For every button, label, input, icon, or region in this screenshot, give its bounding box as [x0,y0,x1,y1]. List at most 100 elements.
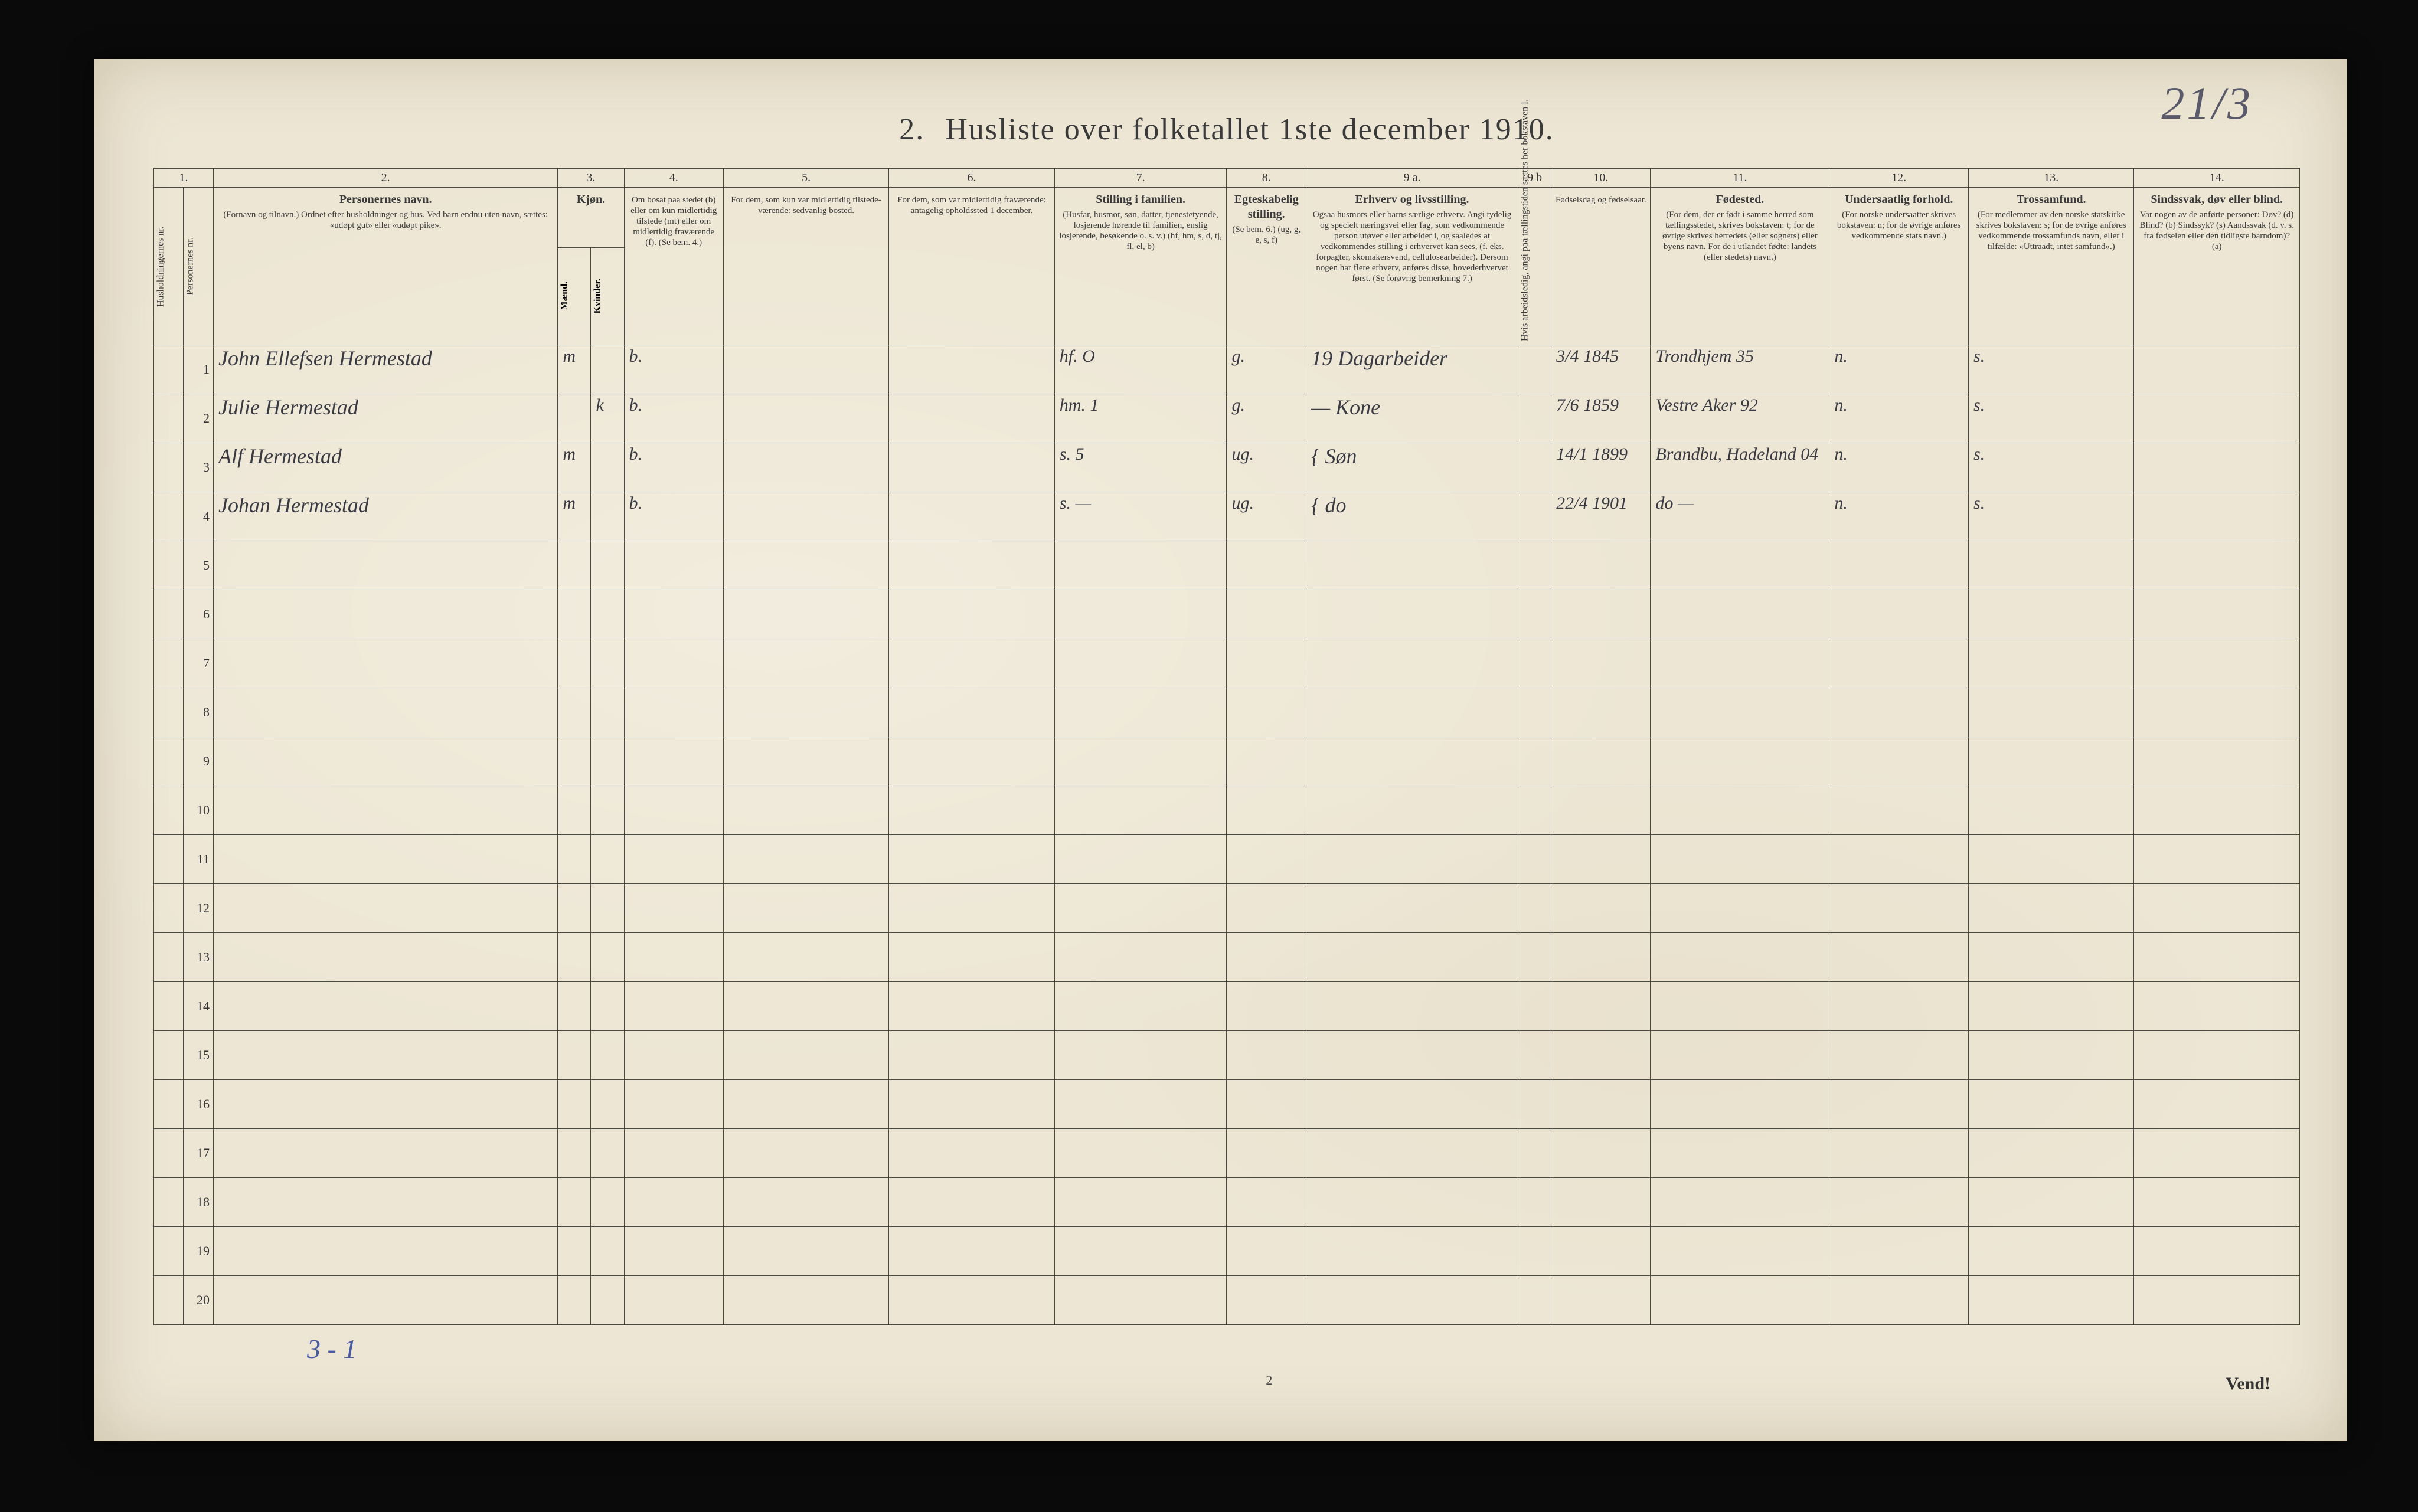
hdr-trossamfund: Trossamfund. (For medlemmer av den norsk… [1968,188,2133,345]
hdr-navn-sub: (Fornavn og tilnavn.) Ordnet efter husho… [217,210,554,231]
cell-empty [558,982,591,1031]
colnum-5: 5. [723,169,888,188]
cell-empty [558,541,591,590]
cell-empty [1306,1276,1518,1325]
cell-empty [1518,1227,1551,1276]
cell-empty [1227,737,1306,786]
cell-row-number: 16 [184,1080,213,1129]
cell-empty [1551,590,1651,639]
cell-stilling-familie: s. 5 [1054,443,1227,492]
cell-empty [1829,1227,1969,1276]
cell-empty [1551,982,1651,1031]
cell-empty [624,1129,723,1178]
cell-empty [889,933,1054,982]
cell-empty [1829,737,1969,786]
handwritten-annotation-bottom: 3 - 1 [307,1333,357,1364]
cell-empty [1518,639,1551,688]
cell-sex-k [591,492,624,541]
cell-empty [1306,835,1518,884]
cell-row-number [154,1276,184,1325]
cell-undersaatlig: n. [1829,394,1969,443]
cell-empty [1227,639,1306,688]
cell-sindssvak [2134,394,2300,443]
cell-row-number: 1 [184,345,213,394]
cell-empty [1968,639,2133,688]
table-row: 11 [154,835,2300,884]
cell-row-number: 4 [184,492,213,541]
cell-empty [1551,1031,1651,1080]
cell-row-number: 9 [184,737,213,786]
cell-empty [558,1129,591,1178]
cell-empty [1829,688,1969,737]
cell-empty [889,835,1054,884]
colnum-7: 7. [1054,169,1227,188]
cell-empty [1054,982,1227,1031]
hdr-arbeidsledig: Hvis arbeidsledig, angi paa tællingstide… [1518,188,1551,345]
cell-empty [624,1227,723,1276]
cell-erhverv: 19 Dagarbeider [1306,345,1518,394]
cell-empty [591,1031,624,1080]
cell-empty [1306,1129,1518,1178]
cell-empty [1968,786,2133,835]
hdr-egteskab-sub: (Se bem. 6.) (ug, g, e, s, f) [1230,224,1302,246]
cell-row-number [154,443,184,492]
hdr-kjon: Kjøn. [558,188,624,248]
cell-fodested: Trondhjem 35 [1651,345,1829,394]
cell-egteskab: ug. [1227,492,1306,541]
hdr-kvinder: Kvinder. [591,247,624,345]
table-row: 18 [154,1178,2300,1227]
cell-empty [1551,884,1651,933]
cell-empty [889,1031,1054,1080]
cell-empty [1968,933,2133,982]
cell-row-number: 14 [184,982,213,1031]
cell-empty [591,786,624,835]
cell-empty [1518,688,1551,737]
cell-empty [1829,590,1969,639]
turn-page-label: Vend! [2226,1374,2270,1394]
cell-fravaerende [889,394,1054,443]
cell-trossamfund: s. [1968,443,2133,492]
cell-row-number: 15 [184,1031,213,1080]
cell-empty [1054,1129,1227,1178]
table-row: 5 [154,541,2300,590]
cell-empty [591,835,624,884]
cell-empty [213,786,557,835]
cell-empty [723,786,888,835]
cell-empty [1227,933,1306,982]
table-row: 3Alf Hermestadmb.s. 5ug.{ Søn14/1 1899Br… [154,443,2300,492]
cell-empty [889,1129,1054,1178]
cell-undersaatlig: n. [1829,492,1969,541]
cell-empty [213,982,557,1031]
cell-empty [1968,1031,2133,1080]
hdr-fodested-title: Fødested. [1716,193,1765,206]
table-row: 14 [154,982,2300,1031]
cell-empty [1829,1129,1969,1178]
cell-row-number [154,492,184,541]
cell-empty [624,541,723,590]
cell-empty [624,737,723,786]
cell-sex-k: k [591,394,624,443]
cell-empty [1518,1276,1551,1325]
cell-tilstede [723,394,888,443]
cell-empty [1306,639,1518,688]
cell-row-number: 12 [184,884,213,933]
cell-empty [1306,737,1518,786]
cell-empty [889,541,1054,590]
cell-name: John Ellefsen Hermestad [213,345,557,394]
cell-empty [558,590,591,639]
cell-stilling-familie: s. — [1054,492,1227,541]
cell-empty [1651,1178,1829,1227]
cell-row-number: 11 [184,835,213,884]
cell-empty [1968,1227,2133,1276]
cell-empty [1227,1276,1306,1325]
cell-empty [591,884,624,933]
hdr-bosat-text: Om bosat paa stedet (b) eller om kun mid… [628,195,720,248]
cell-empty [1054,1080,1227,1129]
colnum-8: 8. [1227,169,1306,188]
cell-name: Alf Hermestad [213,443,557,492]
table-row: 1John Ellefsen Hermestadmb.hf. Og.19 Dag… [154,345,2300,394]
cell-row-number [154,639,184,688]
cell-empty [558,1276,591,1325]
page-title: 2. Husliste over folketallet 1ste decemb… [153,112,2300,147]
colnum-3: 3. [558,169,624,188]
